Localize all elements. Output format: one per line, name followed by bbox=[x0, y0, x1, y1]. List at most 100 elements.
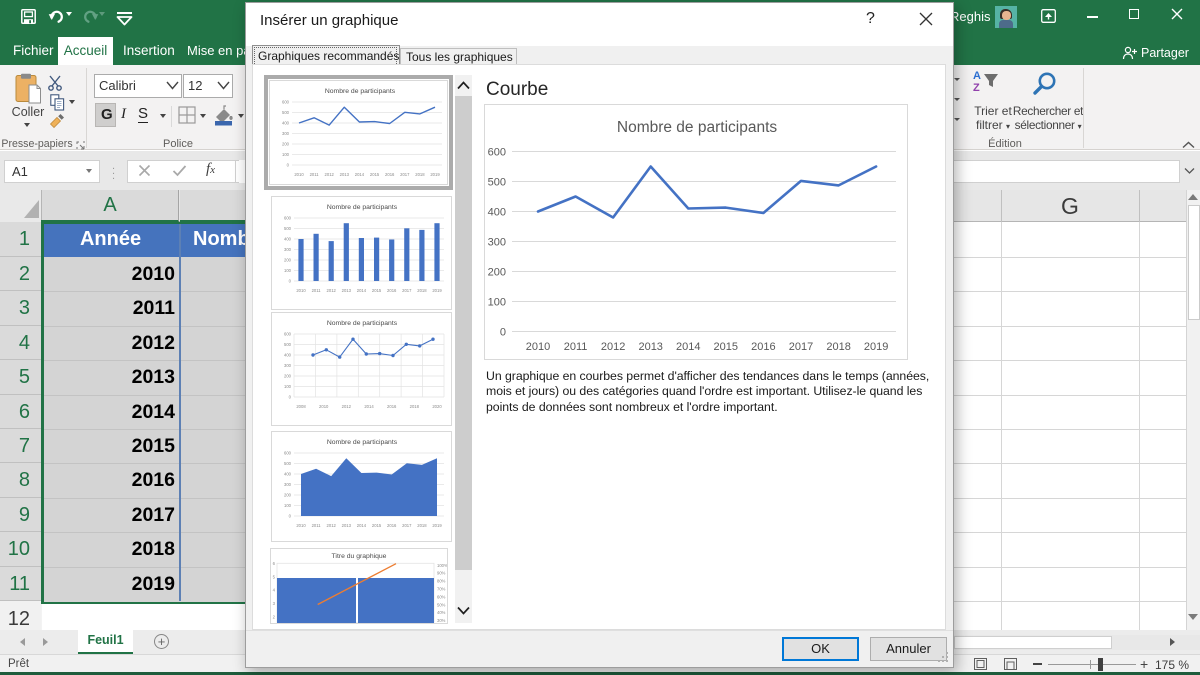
svg-text:2018: 2018 bbox=[417, 523, 427, 528]
svg-text:2008: 2008 bbox=[296, 404, 306, 409]
svg-text:100: 100 bbox=[284, 503, 292, 508]
svg-text:2010: 2010 bbox=[296, 523, 306, 528]
svg-text:2019: 2019 bbox=[432, 288, 442, 293]
svg-text:2017: 2017 bbox=[789, 341, 813, 353]
svg-text:300: 300 bbox=[284, 247, 292, 252]
svg-text:2016: 2016 bbox=[387, 523, 397, 528]
svg-text:50%: 50% bbox=[437, 602, 446, 607]
svg-text:2014: 2014 bbox=[357, 288, 367, 293]
svg-text:2018: 2018 bbox=[417, 288, 427, 293]
svg-text:400: 400 bbox=[284, 472, 292, 477]
svg-text:100: 100 bbox=[488, 297, 506, 309]
svg-text:0: 0 bbox=[500, 327, 506, 339]
svg-text:Nombre de participants: Nombre de participants bbox=[325, 88, 396, 95]
svg-text:Nombre de participants: Nombre de participants bbox=[327, 320, 398, 327]
svg-text:300: 300 bbox=[488, 237, 506, 249]
svg-text:2014: 2014 bbox=[355, 172, 365, 177]
svg-text:600: 600 bbox=[488, 147, 506, 159]
svg-text:2011: 2011 bbox=[312, 288, 322, 293]
svg-text:5: 5 bbox=[273, 574, 276, 579]
svg-text:2014: 2014 bbox=[676, 341, 700, 353]
svg-text:2019: 2019 bbox=[864, 341, 888, 353]
svg-text:100: 100 bbox=[282, 152, 290, 157]
svg-text:200: 200 bbox=[284, 258, 292, 263]
svg-text:600: 600 bbox=[282, 100, 290, 105]
svg-text:2014: 2014 bbox=[357, 523, 367, 528]
svg-text:0: 0 bbox=[289, 514, 292, 519]
svg-text:2: 2 bbox=[273, 614, 276, 619]
svg-text:2017: 2017 bbox=[402, 523, 412, 528]
svg-text:200: 200 bbox=[282, 142, 290, 147]
svg-text:Nombre de participants: Nombre de participants bbox=[617, 119, 777, 136]
svg-text:200: 200 bbox=[488, 267, 506, 279]
svg-text:2017: 2017 bbox=[400, 172, 410, 177]
svg-text:2013: 2013 bbox=[342, 523, 352, 528]
svg-text:400: 400 bbox=[284, 237, 292, 242]
svg-text:2016: 2016 bbox=[385, 172, 395, 177]
svg-text:70%: 70% bbox=[437, 587, 446, 592]
svg-text:300: 300 bbox=[284, 363, 292, 368]
svg-text:2015: 2015 bbox=[372, 523, 382, 528]
svg-text:100: 100 bbox=[284, 268, 292, 273]
svg-text:100: 100 bbox=[284, 384, 292, 389]
svg-text:2018: 2018 bbox=[415, 172, 425, 177]
svg-text:500: 500 bbox=[284, 226, 292, 231]
svg-text:2012: 2012 bbox=[327, 288, 337, 293]
svg-text:30%: 30% bbox=[437, 618, 446, 623]
svg-text:2015: 2015 bbox=[370, 172, 380, 177]
svg-text:500: 500 bbox=[488, 177, 506, 189]
svg-text:300: 300 bbox=[282, 131, 290, 136]
svg-text:400: 400 bbox=[488, 207, 506, 219]
svg-text:2016: 2016 bbox=[387, 288, 397, 293]
svg-text:2018: 2018 bbox=[410, 404, 420, 409]
svg-text:600: 600 bbox=[284, 332, 292, 337]
svg-text:500: 500 bbox=[282, 110, 290, 115]
svg-text:3: 3 bbox=[273, 601, 276, 606]
svg-text:2013: 2013 bbox=[638, 341, 662, 353]
svg-text:200: 200 bbox=[284, 374, 292, 379]
svg-text:2012: 2012 bbox=[601, 341, 625, 353]
svg-text:500: 500 bbox=[284, 342, 292, 347]
svg-text:0: 0 bbox=[289, 395, 292, 400]
svg-text:6: 6 bbox=[273, 561, 276, 566]
svg-text:500: 500 bbox=[284, 461, 292, 466]
svg-text:2011: 2011 bbox=[564, 341, 588, 353]
svg-text:2013: 2013 bbox=[340, 172, 350, 177]
svg-text:600: 600 bbox=[284, 451, 292, 456]
svg-text:400: 400 bbox=[284, 353, 292, 358]
svg-text:2019: 2019 bbox=[432, 523, 442, 528]
svg-text:300: 300 bbox=[284, 482, 292, 487]
svg-text:90%: 90% bbox=[437, 571, 446, 576]
svg-text:0: 0 bbox=[287, 163, 290, 168]
svg-text:80%: 80% bbox=[437, 579, 446, 584]
svg-text:2010: 2010 bbox=[526, 341, 550, 353]
svg-text:2016: 2016 bbox=[751, 341, 775, 353]
svg-text:0: 0 bbox=[289, 279, 292, 284]
svg-text:2020: 2020 bbox=[432, 404, 442, 409]
svg-text:2012: 2012 bbox=[325, 172, 335, 177]
svg-text:2011: 2011 bbox=[310, 172, 320, 177]
svg-text:2019: 2019 bbox=[430, 172, 440, 177]
svg-text:600: 600 bbox=[284, 216, 292, 221]
svg-text:200: 200 bbox=[284, 493, 292, 498]
svg-text:2010: 2010 bbox=[319, 404, 329, 409]
svg-text:2014: 2014 bbox=[364, 404, 374, 409]
svg-text:Titre du graphique: Titre du graphique bbox=[332, 553, 387, 560]
svg-text:2010: 2010 bbox=[296, 288, 306, 293]
svg-text:4: 4 bbox=[273, 588, 276, 593]
svg-text:2012: 2012 bbox=[342, 404, 352, 409]
svg-text:2018: 2018 bbox=[826, 341, 850, 353]
svg-text:2016: 2016 bbox=[387, 404, 397, 409]
svg-text:Nombre de participants: Nombre de participants bbox=[327, 204, 398, 211]
svg-text:100%: 100% bbox=[437, 563, 447, 568]
svg-text:400: 400 bbox=[282, 121, 290, 126]
svg-text:2015: 2015 bbox=[372, 288, 382, 293]
svg-text:2017: 2017 bbox=[402, 288, 412, 293]
svg-text:2013: 2013 bbox=[342, 288, 352, 293]
svg-text:2012: 2012 bbox=[327, 523, 337, 528]
svg-text:2010: 2010 bbox=[294, 172, 304, 177]
svg-text:2011: 2011 bbox=[312, 523, 322, 528]
svg-text:40%: 40% bbox=[437, 610, 446, 615]
svg-text:Nombre de participants: Nombre de participants bbox=[327, 439, 398, 446]
svg-text:60%: 60% bbox=[437, 594, 446, 599]
